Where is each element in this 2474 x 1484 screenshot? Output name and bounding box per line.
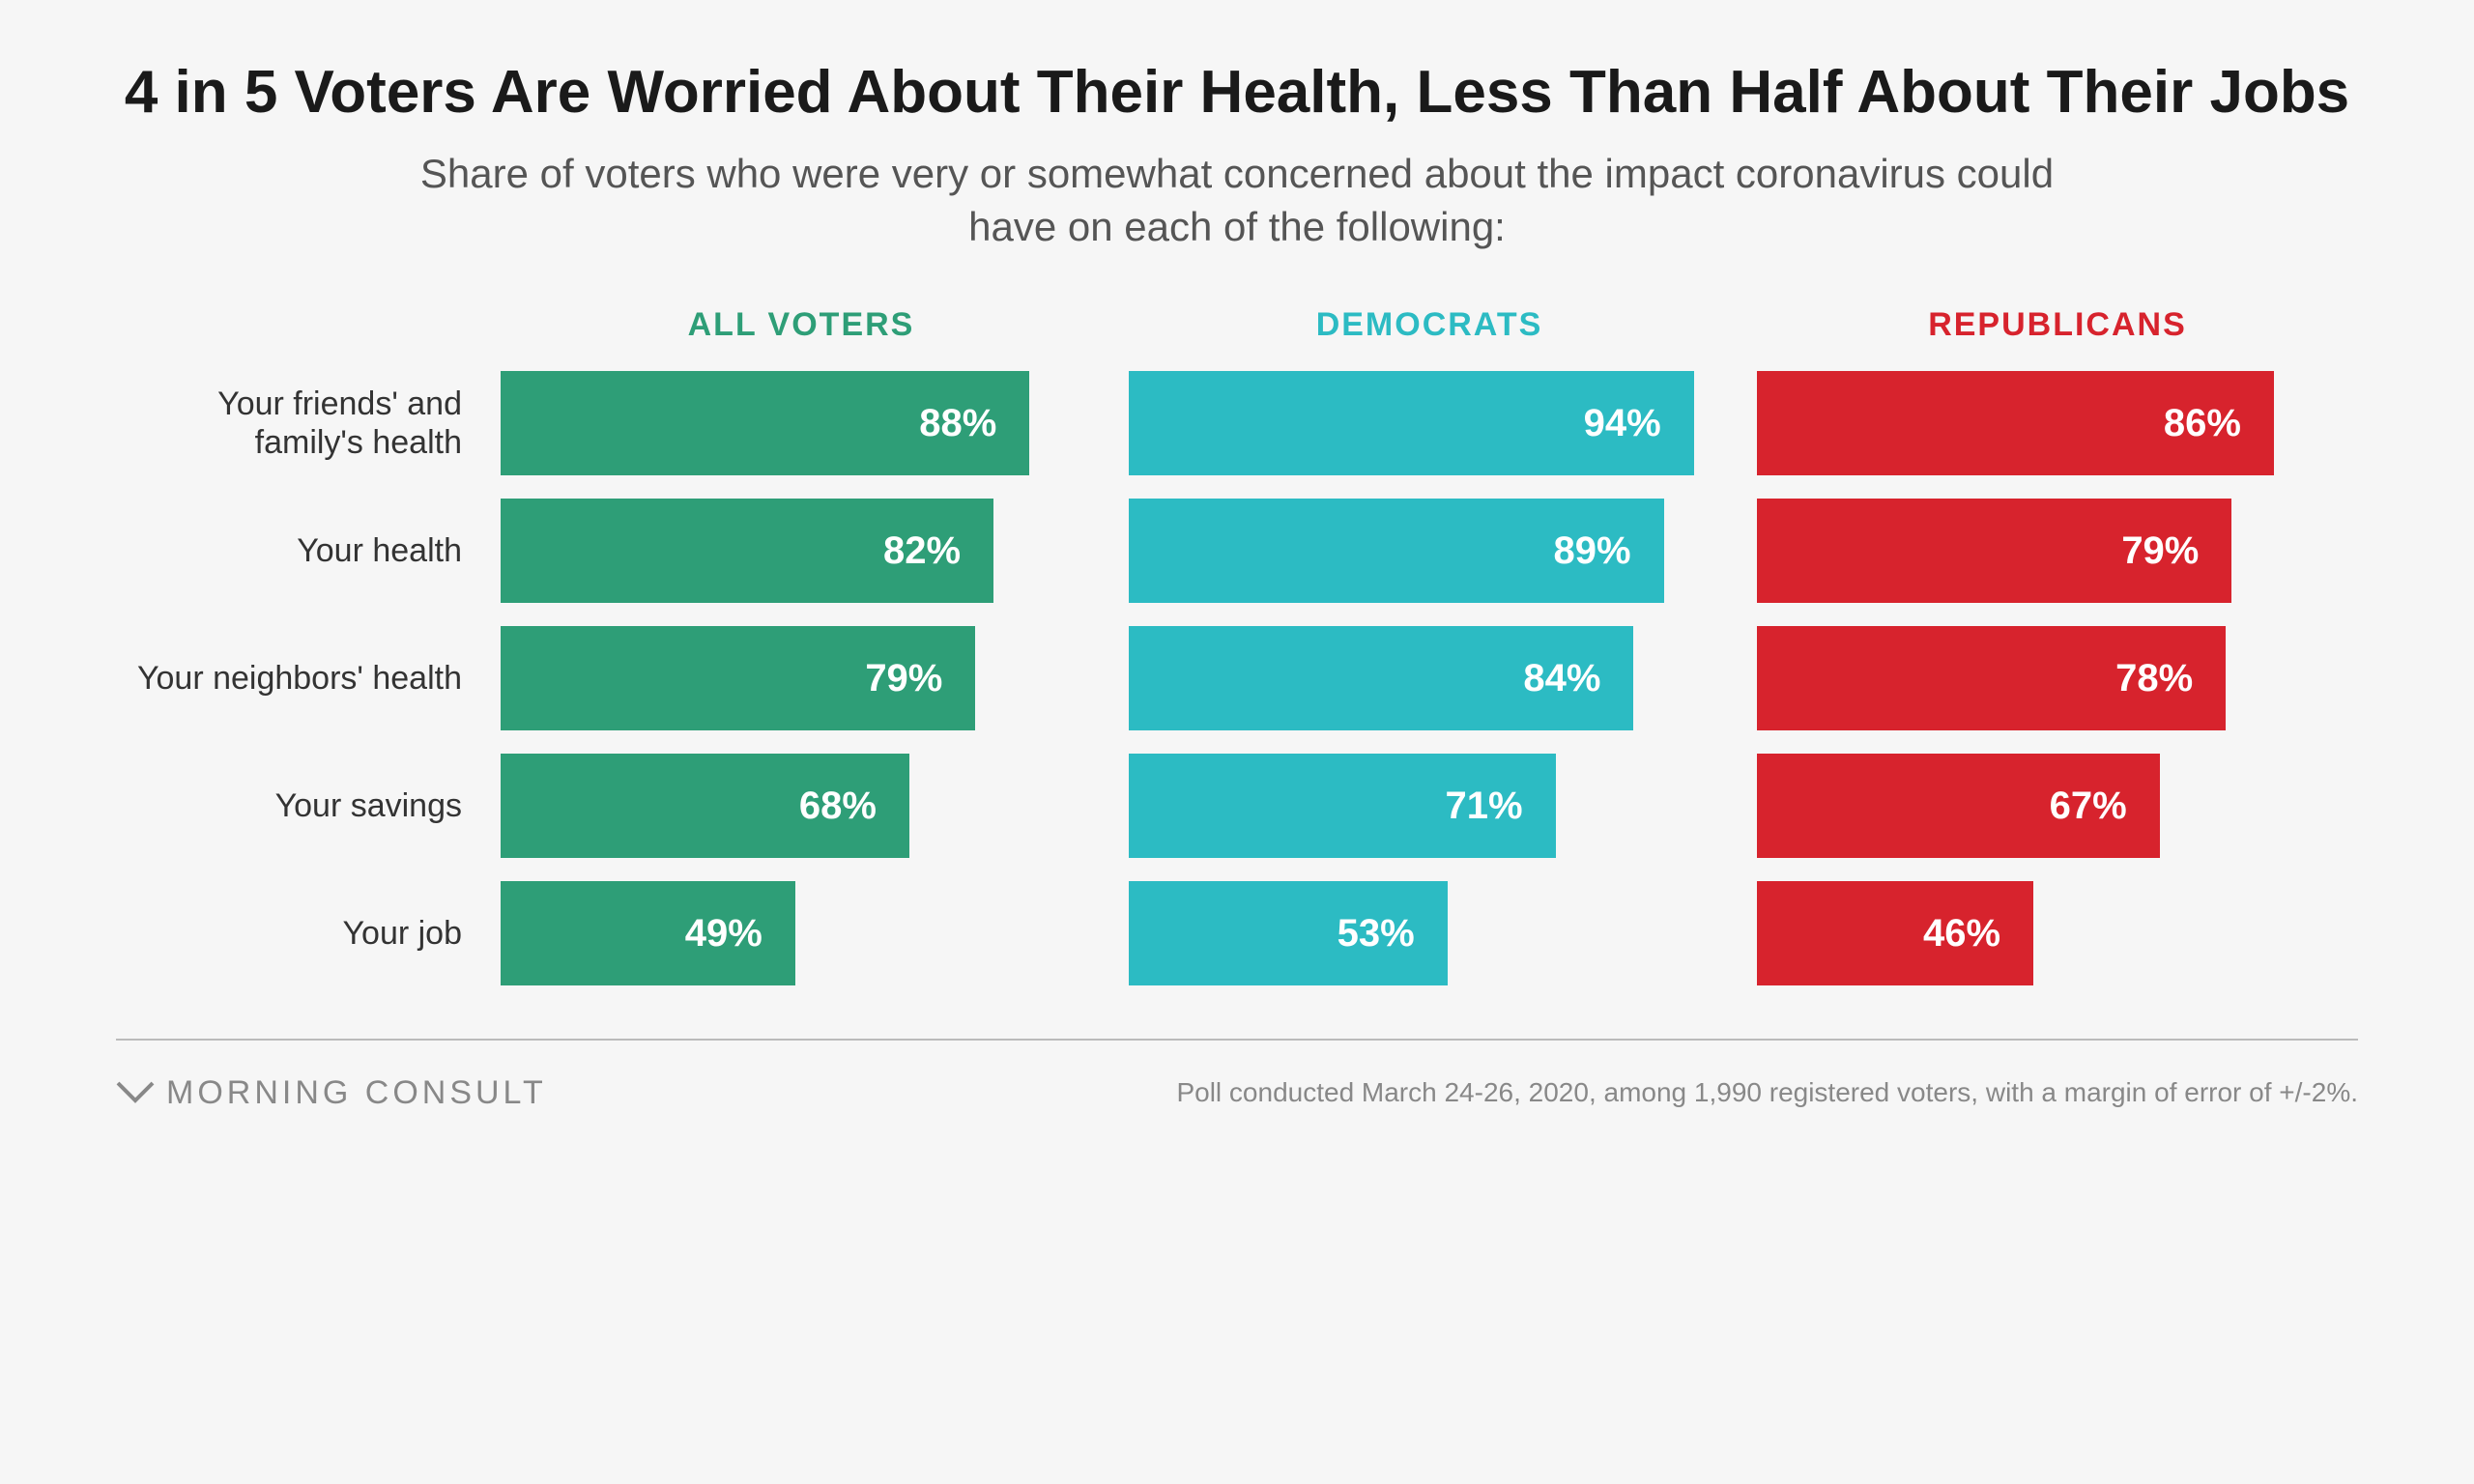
bar-value: 79% [865,657,942,700]
bar-cell: 84% [1129,626,1730,730]
bar: 88% [501,371,1029,475]
bar-cell: 46% [1757,881,2358,985]
bar: 67% [1757,754,2160,858]
bar: 53% [1129,881,1448,985]
bar-value: 79% [2121,529,2199,573]
chart-row: Your job 49% 53% 46% [116,881,2358,985]
bar-value: 94% [1584,402,1661,445]
chart-subtitle: Share of voters who were very or somewha… [416,148,2058,253]
footer-divider [116,1039,2358,1041]
bar-cell: 53% [1129,881,1730,985]
bar-value: 67% [2050,785,2127,828]
row-label: Your health [116,531,474,571]
bar: 89% [1129,499,1664,603]
row-label: Your neighbors' health [116,659,474,699]
bar-cell: 86% [1757,371,2358,475]
bar: 49% [501,881,795,985]
bar-cell: 78% [1757,626,2358,730]
bar-value: 46% [1923,912,2000,956]
bar: 82% [501,499,993,603]
bar-cell: 68% [501,754,1102,858]
row-label: Your job [116,914,474,954]
bar-value: 84% [1523,657,1600,700]
brand-mark-icon [116,1073,155,1112]
row-label: Your friends' and family's health [116,385,474,464]
footer: MORNING CONSULT Poll conducted March 24-… [116,1073,2358,1112]
bar-cell: 79% [501,626,1102,730]
bar-value: 68% [799,785,877,828]
bar: 68% [501,754,909,858]
chart-row: Your health 82% 89% 79% [116,499,2358,603]
column-header-all-voters: ALL VOTERS [501,306,1102,344]
bar-cell: 88% [501,371,1102,475]
chart-container: 4 in 5 Voters Are Worried About Their He… [0,0,2474,1484]
bar-cell: 79% [1757,499,2358,603]
bar-cell: 94% [1129,371,1730,475]
column-header-democrats: DEMOCRATS [1129,306,1730,344]
bar-value: 49% [685,912,762,956]
bar: 71% [1129,754,1556,858]
bar: 94% [1129,371,1694,475]
bar-value: 89% [1554,529,1631,573]
bar: 79% [501,626,975,730]
column-header-republicans: REPUBLICANS [1757,306,2358,344]
chart-row: Your friends' and family's health 88% 94% 8… [116,371,2358,475]
chart-rows: Your friends' and family's health 88% 94% 8… [116,371,2358,985]
bar-value: 78% [2115,657,2193,700]
bar: 78% [1757,626,2226,730]
bar-value: 71% [1446,785,1523,828]
footnote-text: Poll conducted March 24-26, 2020, among … [1176,1077,2358,1108]
bar-cell: 67% [1757,754,2358,858]
bar-value: 53% [1338,912,1415,956]
brand-logo: MORNING CONSULT [116,1073,547,1112]
chart-title: 4 in 5 Voters Are Worried About Their He… [116,58,2358,127]
row-label: Your savings [116,786,474,826]
chart-row: Your neighbors' health 79% 84% 78% [116,626,2358,730]
chart-row: Your savings 68% 71% 67% [116,754,2358,858]
bar-value: 88% [919,402,996,445]
bar-cell: 71% [1129,754,1730,858]
bar: 84% [1129,626,1633,730]
bar-cell: 49% [501,881,1102,985]
bar: 79% [1757,499,2231,603]
bar: 46% [1757,881,2033,985]
bar-value: 82% [883,529,961,573]
bar-value: 86% [2164,402,2241,445]
column-headers: ALL VOTERS DEMOCRATS REPUBLICANS [116,306,2358,344]
bar-cell: 89% [1129,499,1730,603]
brand-text: MORNING CONSULT [166,1074,547,1112]
bar-cell: 82% [501,499,1102,603]
bar: 86% [1757,371,2274,475]
